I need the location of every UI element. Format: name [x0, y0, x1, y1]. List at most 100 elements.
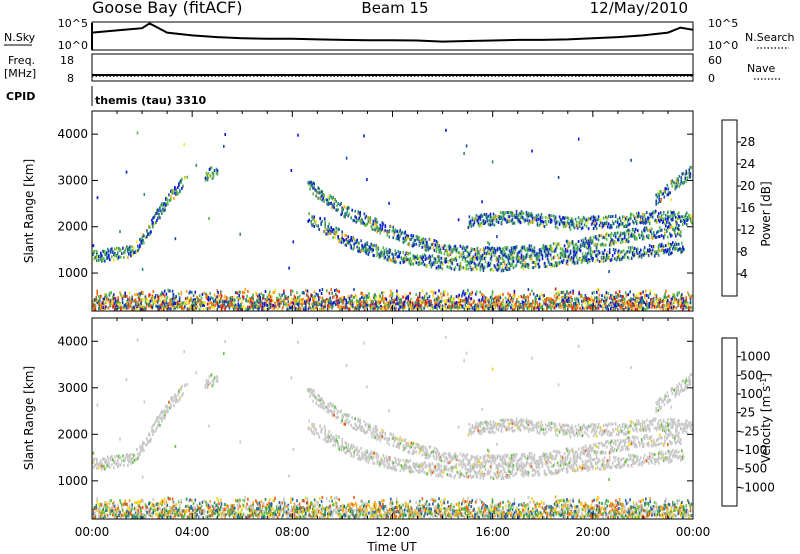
power-echo-cell	[431, 263, 434, 267]
power-echo-cell	[478, 252, 481, 256]
power-echo-cell	[600, 225, 603, 229]
power-echo-cell	[327, 299, 330, 303]
power-echo-cell	[590, 303, 593, 307]
power-echo-cell	[598, 251, 601, 255]
power-echo-cell	[456, 247, 459, 251]
power-echo-cell	[183, 143, 185, 147]
power-echo-cell	[409, 262, 412, 266]
power-echo-cell	[502, 304, 504, 308]
power-echo-cell	[556, 242, 559, 246]
power-echo-cell	[318, 228, 320, 231]
power-echo-cell	[672, 293, 674, 297]
power-echo-cell	[392, 225, 395, 229]
power-echo-cell	[674, 295, 676, 299]
power-echo-cell	[668, 244, 670, 247]
power-echo-cell	[666, 193, 669, 197]
power-echo-cell	[95, 297, 98, 301]
power-echo-cell	[589, 304, 592, 308]
power-echo-cell	[624, 306, 627, 310]
power-echo-cell	[602, 304, 604, 308]
power-echo-cell	[656, 215, 659, 218]
power-echo-cell	[377, 246, 380, 250]
power-echo-cell	[290, 169, 293, 172]
power-echo-cell	[391, 294, 394, 298]
power-echo-cell	[315, 224, 317, 227]
power-echo-cell	[468, 292, 471, 296]
power-echo-cell	[646, 306, 649, 310]
power-echo-cell	[553, 306, 556, 310]
power-echo-cell	[547, 305, 550, 309]
power-echo-cell	[499, 293, 502, 297]
power-echo-cell	[613, 257, 616, 261]
power-echo-cell	[536, 257, 539, 261]
power-echo-cell	[574, 307, 577, 311]
power-echo-cell	[581, 252, 584, 256]
power-echo-cell	[647, 236, 650, 240]
power-echo-cell	[597, 300, 600, 304]
power-echo-cell	[428, 261, 431, 264]
power-echo-cell	[358, 246, 360, 250]
power-echo-cell	[400, 298, 403, 302]
power-echo-cell	[478, 216, 481, 219]
power-echo-cell	[291, 297, 293, 301]
power-echo-cell	[473, 305, 475, 309]
power-echo-cell	[563, 221, 566, 225]
power-echo-cell	[604, 221, 607, 225]
power-echo-cell	[382, 305, 384, 309]
power-echo-cell	[463, 300, 466, 304]
power-echo-cell	[566, 216, 569, 220]
power-echo-cell	[655, 202, 657, 206]
power-echo-cell	[345, 234, 347, 238]
power-echo-cell	[673, 214, 675, 218]
power-echo-cell	[451, 302, 453, 306]
power-echo-cell	[272, 303, 275, 307]
power-echo-cell	[258, 306, 261, 310]
power-echo-cell	[504, 307, 507, 311]
power-echo-cell	[433, 239, 436, 242]
power-echo-cell	[679, 298, 681, 302]
power-echo-cell	[105, 301, 107, 305]
power-echo-cell	[113, 296, 116, 300]
power-echo-cell	[526, 306, 529, 310]
power-echo-cell	[194, 301, 197, 305]
power-echo-cell	[604, 305, 607, 309]
power-echo-cell	[596, 218, 599, 222]
power-echo-cell	[471, 257, 474, 261]
power-echo-cell	[398, 305, 401, 309]
power-echo-cell	[434, 306, 437, 309]
power-echo-cell	[281, 299, 283, 303]
power-echo-cell	[627, 236, 630, 239]
power-echo-cell	[669, 249, 671, 253]
power-echo-cell	[488, 298, 490, 302]
power-echo-cell	[360, 217, 362, 221]
power-echo-cell	[457, 218, 460, 222]
power-echo-cell	[220, 297, 222, 301]
power-echo-cell	[177, 305, 179, 308]
power-echo-cell	[135, 304, 138, 308]
power-echo-cell	[327, 203, 329, 207]
power-echo-cell	[433, 303, 436, 307]
power-echo-cell	[467, 267, 470, 271]
power-echo-cell	[490, 219, 493, 223]
power-echo-cell	[415, 293, 417, 296]
power-echo-cell	[510, 298, 512, 302]
power-echo-cell	[308, 182, 310, 186]
power-echo-cell	[364, 246, 367, 250]
power-echo-cell	[546, 247, 549, 251]
power-echo-cell	[208, 217, 210, 220]
power-echo-cell	[340, 237, 342, 241]
power-echo-cell	[502, 210, 505, 214]
power-echo-cell	[483, 257, 486, 260]
power-echo-cell	[633, 230, 636, 234]
power-echo-cell	[652, 245, 655, 248]
power-echo-cell	[579, 243, 582, 247]
power-echo-cell	[254, 305, 256, 309]
power-echo-cell	[644, 250, 647, 254]
power-echo-cell	[311, 307, 313, 311]
power-echo-cell	[296, 291, 298, 295]
power-echo-cell	[655, 199, 657, 203]
power-echo-cell	[200, 304, 203, 308]
power-echo-cell	[629, 249, 632, 253]
power-echo-cell	[459, 267, 462, 271]
power-echo-cell	[489, 223, 492, 227]
